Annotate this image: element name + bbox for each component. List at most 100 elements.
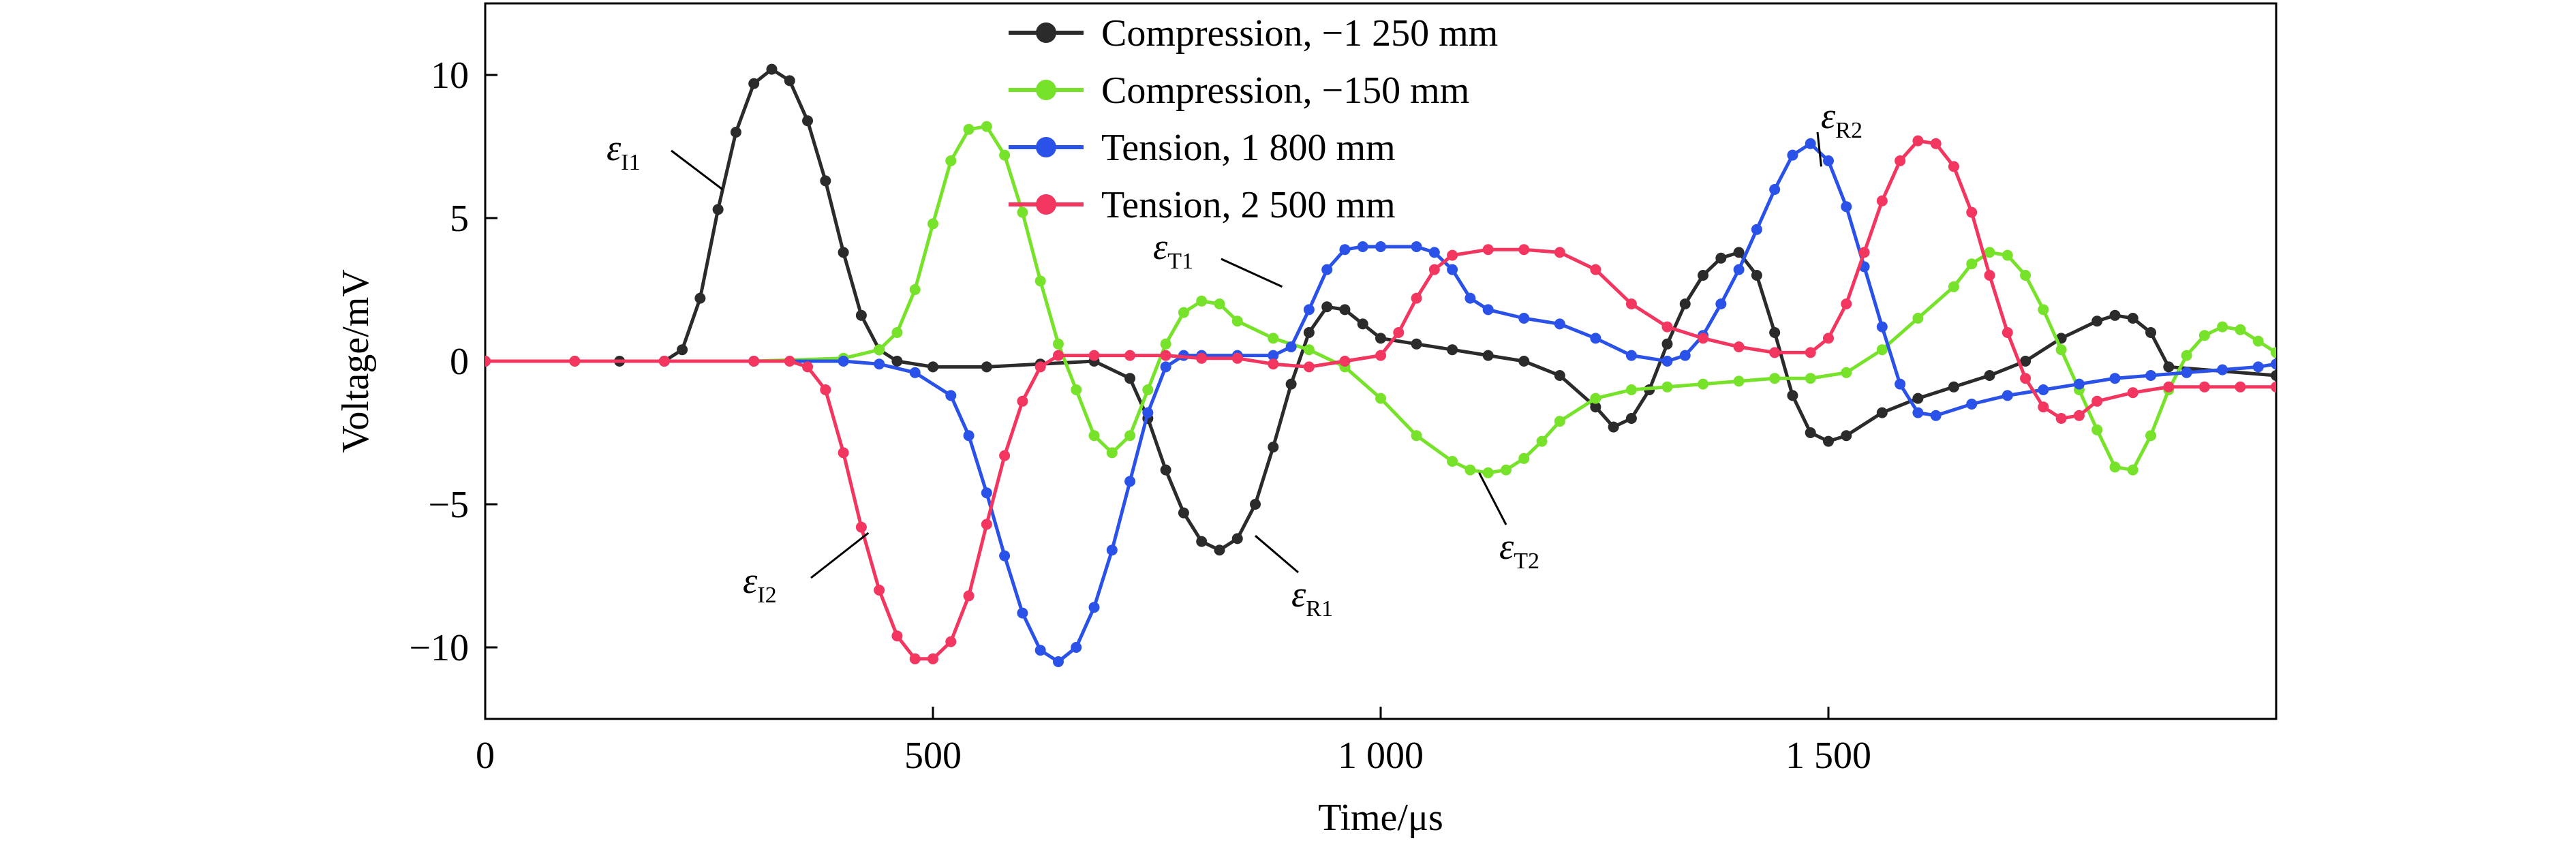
data-point xyxy=(2271,358,2276,370)
data-point xyxy=(945,390,957,401)
data-point xyxy=(1518,356,1530,367)
data-point xyxy=(2002,327,2013,338)
data-point xyxy=(981,361,992,373)
data-point xyxy=(2217,364,2228,375)
y-tick-label: −10 xyxy=(409,627,469,669)
data-point xyxy=(1017,395,1028,407)
y-tick-label: −5 xyxy=(428,484,469,526)
data-point xyxy=(1679,298,1691,309)
data-point xyxy=(838,247,849,258)
data-point xyxy=(891,327,903,338)
legend: Compression, −1 250 mm Compression, −150 … xyxy=(1009,12,1498,226)
legend-swatch-marker xyxy=(1036,137,1056,157)
y-axis: 10 5 0 −5 −10 xyxy=(409,55,497,669)
data-point xyxy=(1787,390,1798,401)
data-point xyxy=(820,384,831,395)
data-point xyxy=(1912,313,1924,324)
data-point xyxy=(1554,318,1565,330)
data-point xyxy=(2091,395,2103,407)
data-point xyxy=(963,590,975,602)
data-point xyxy=(2127,313,2138,324)
data-point xyxy=(1482,467,1494,478)
data-point xyxy=(485,356,491,367)
data-point xyxy=(1769,184,1781,195)
data-point xyxy=(2109,373,2121,384)
data-point xyxy=(1124,350,1136,361)
data-point xyxy=(1500,464,1512,476)
x-tick-label: 1 000 xyxy=(1338,735,1424,777)
data-point xyxy=(1698,378,1709,390)
annotation-t2: εT2 xyxy=(1478,472,1539,574)
x-tick-label: 500 xyxy=(904,735,962,777)
data-point xyxy=(569,356,581,367)
data-point xyxy=(1106,544,1118,556)
data-point xyxy=(1698,333,1709,344)
data-point xyxy=(1590,401,1601,413)
data-point xyxy=(712,204,724,215)
data-point xyxy=(802,115,814,127)
data-point xyxy=(2271,370,2276,381)
annotation-leader xyxy=(1221,258,1283,288)
data-point xyxy=(874,358,885,370)
data-point xyxy=(963,123,975,135)
series-line xyxy=(485,142,2276,664)
data-point xyxy=(927,218,938,230)
data-point xyxy=(2020,270,2031,281)
data-point xyxy=(1268,350,1279,361)
data-point xyxy=(1447,456,1458,467)
annotation-label: εT1 xyxy=(1153,226,1193,274)
data-point xyxy=(1554,370,1565,381)
data-point xyxy=(1948,281,1959,292)
data-point xyxy=(1482,304,1494,316)
data-point xyxy=(1088,430,1100,442)
annotation-leader xyxy=(1255,535,1299,574)
data-point xyxy=(1733,264,1745,275)
legend-label: Tension, 2 500 mm xyxy=(1101,184,1396,226)
data-point xyxy=(909,284,921,295)
annotation-label: εT2 xyxy=(1499,526,1539,574)
data-point xyxy=(1930,138,1942,149)
data-point xyxy=(874,344,885,356)
data-point xyxy=(1518,452,1530,464)
data-point xyxy=(1661,321,1673,333)
data-point xyxy=(1303,304,1315,316)
data-point xyxy=(1876,344,1888,356)
legend-label: Compression, −1 250 mm xyxy=(1101,12,1498,55)
data-point xyxy=(1428,247,1440,258)
data-point xyxy=(1339,244,1351,256)
data-point xyxy=(1751,224,1762,235)
y-tick-label: 10 xyxy=(431,55,469,97)
data-point xyxy=(1590,264,1601,275)
data-point xyxy=(2055,344,2067,356)
data-point xyxy=(1948,161,1959,172)
data-point xyxy=(658,356,670,367)
annotation-t1: εT1 xyxy=(1153,226,1283,288)
data-point xyxy=(802,361,814,373)
data-point xyxy=(855,309,867,321)
data-point xyxy=(2198,330,2210,341)
data-point xyxy=(963,430,975,442)
data-point xyxy=(1930,410,1942,421)
data-point xyxy=(1895,378,1906,390)
data-point xyxy=(2109,461,2121,473)
legend-label: Compression, −150 mm xyxy=(1101,70,1469,112)
data-point xyxy=(766,63,778,75)
data-point xyxy=(927,361,938,373)
x-tick-label: 0 xyxy=(476,735,495,777)
legend-label: Tension, 1 800 mm xyxy=(1101,127,1396,169)
data-point xyxy=(1661,356,1673,367)
data-point xyxy=(1715,298,1727,309)
data-point xyxy=(1411,241,1422,252)
data-point xyxy=(2235,381,2246,393)
data-point xyxy=(1966,399,1978,410)
data-point xyxy=(677,344,688,356)
data-point xyxy=(1518,313,1530,324)
data-point xyxy=(1823,333,1834,344)
data-point xyxy=(1196,295,1208,307)
legend-item: Tension, 2 500 mm xyxy=(1009,184,1396,226)
data-point xyxy=(1608,421,1619,433)
annotation-leader xyxy=(810,532,870,579)
series-line xyxy=(485,139,2276,661)
y-tick-label: 0 xyxy=(450,341,469,383)
data-point xyxy=(748,78,760,89)
